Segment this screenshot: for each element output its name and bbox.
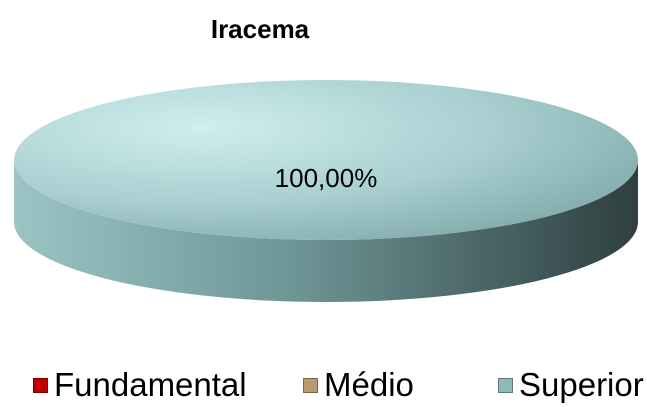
legend: Fundamental Médio Superior xyxy=(0,366,647,406)
pie-chart: 100,00% xyxy=(14,80,638,302)
legend-item-fundamental: Fundamental xyxy=(33,366,247,404)
legend-label-superior: Superior xyxy=(519,366,644,403)
legend-swatch-superior xyxy=(498,377,513,393)
chart-title: Iracema xyxy=(210,14,310,44)
pie-slice-superior xyxy=(14,80,638,240)
pie-slice-side-superior xyxy=(14,160,638,302)
legend-label-medio: Médio xyxy=(324,366,414,403)
legend-swatch-medio xyxy=(303,377,318,393)
legend-item-superior: Superior xyxy=(498,366,644,404)
legend-item-medio: Médio xyxy=(303,366,414,404)
legend-label-fundamental: Fundamental xyxy=(54,366,247,403)
data-label-superior: 100,00% xyxy=(275,163,378,193)
legend-swatch-fundamental xyxy=(33,377,48,393)
